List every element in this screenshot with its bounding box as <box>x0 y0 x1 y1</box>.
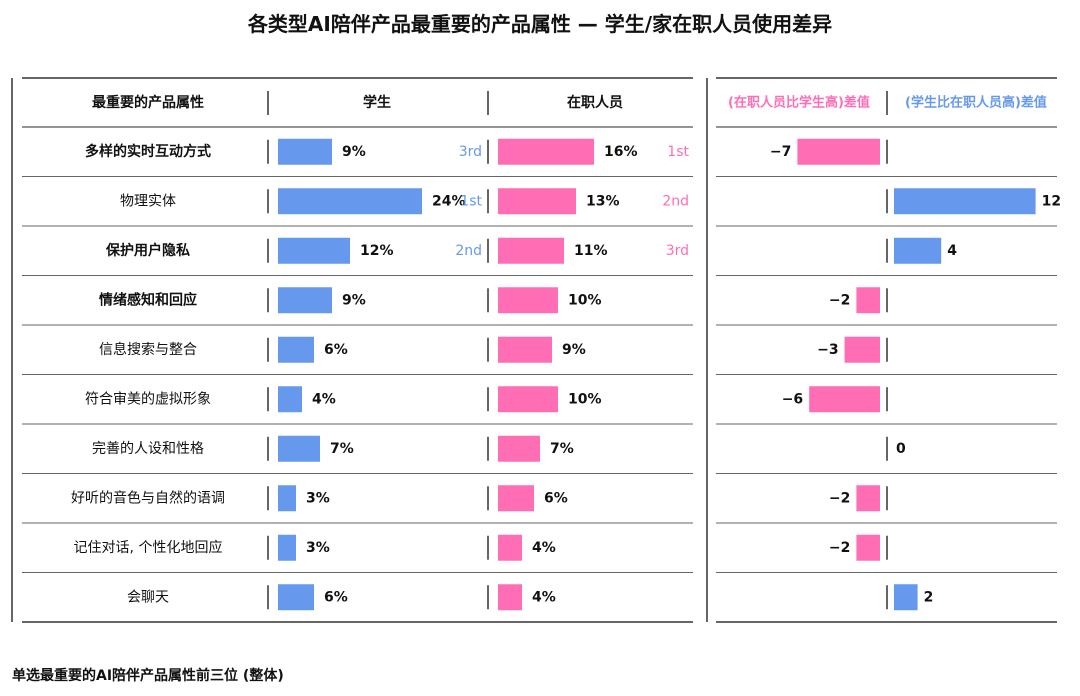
diff-bar-student-higher <box>894 584 918 611</box>
student-value-label: 6% <box>324 589 348 605</box>
attribute-label: 保护用户隐私 <box>105 242 190 259</box>
diff-value-label: 4 <box>947 243 957 259</box>
diff-value-label: −7 <box>770 144 791 160</box>
worker-value-label: 11% <box>574 243 608 259</box>
diff-value-label: −2 <box>829 540 850 556</box>
student-bar <box>278 237 350 264</box>
student-bar <box>278 485 296 512</box>
attribute-label: 会聊天 <box>127 589 169 605</box>
worker-bar <box>498 435 540 462</box>
header-diff-student-higher: (学生比在职人员高)差值 <box>905 95 1047 111</box>
worker-rank-label: 2nd <box>662 193 689 209</box>
diff-value-label: 12 <box>1042 193 1061 209</box>
worker-value-label: 16% <box>604 144 638 160</box>
worker-value-label: 7% <box>550 441 574 457</box>
student-rank-label: 2nd <box>455 243 482 259</box>
worker-value-label: 4% <box>532 589 556 605</box>
diff-value-label: 0 <box>896 441 906 457</box>
diff-value-label: −6 <box>782 391 803 407</box>
attribute-label: 符合审美的虚拟形象 <box>85 391 211 407</box>
footnote: 单选最重要的AI陪伴产品属性前三位 (整体) <box>12 668 284 684</box>
attribute-label: 记住对话, 个性化地回应 <box>74 539 223 556</box>
student-bar <box>278 386 302 413</box>
student-bar <box>278 584 314 611</box>
student-bar <box>278 287 332 314</box>
diff-bar-worker-higher <box>809 386 880 413</box>
diff-bar-worker-higher <box>856 534 880 561</box>
student-value-label: 9% <box>342 292 366 308</box>
worker-bar <box>498 386 558 413</box>
worker-bar <box>498 287 558 314</box>
worker-value-label: 10% <box>568 391 602 407</box>
attribute-label: 情绪感知和回应 <box>99 291 197 308</box>
attribute-label: 多样的实时互动方式 <box>85 143 211 160</box>
student-bar <box>278 138 332 165</box>
student-value-label: 24% <box>432 193 466 209</box>
worker-value-label: 10% <box>568 292 602 308</box>
diff-bar-worker-higher <box>797 138 880 165</box>
worker-value-label: 9% <box>562 342 586 358</box>
chart-title: 各类型AI陪伴产品最重要的产品属性 — 学生/家在职人员使用差异 <box>247 12 833 36</box>
diff-bar-student-higher <box>894 237 942 264</box>
worker-bar <box>498 188 576 215</box>
student-value-label: 4% <box>312 391 336 407</box>
student-value-label: 3% <box>306 540 330 556</box>
diff-value-label: 2 <box>924 589 934 605</box>
student-bar <box>278 336 314 363</box>
diff-bar-worker-higher <box>856 485 880 512</box>
header-attribute: 最重要的产品属性 <box>92 94 204 111</box>
diff-value-label: −3 <box>817 342 838 358</box>
student-bar <box>278 435 320 462</box>
student-value-label: 3% <box>306 490 330 506</box>
worker-rank-label: 3rd <box>666 243 689 259</box>
header-student: 学生 <box>363 94 391 111</box>
worker-bar <box>498 485 534 512</box>
student-value-label: 12% <box>360 243 394 259</box>
diff-bar-worker-higher <box>856 287 880 314</box>
worker-bar <box>498 237 564 264</box>
worker-value-label: 4% <box>532 540 556 556</box>
student-value-label: 7% <box>330 441 354 457</box>
attribute-label: 信息搜索与整合 <box>99 341 197 358</box>
worker-value-label: 6% <box>544 490 568 506</box>
worker-bar <box>498 138 594 165</box>
student-rank-label: 3rd <box>459 144 482 160</box>
attribute-label: 物理实体 <box>120 193 176 209</box>
student-bar <box>278 188 422 215</box>
worker-bar <box>498 534 522 561</box>
worker-bar <box>498 336 552 363</box>
student-value-label: 6% <box>324 342 348 358</box>
header-diff-worker-higher: (在职人员比学生高)差值 <box>728 95 870 111</box>
student-value-label: 9% <box>342 144 366 160</box>
diff-value-label: −2 <box>829 292 850 308</box>
worker-bar <box>498 584 522 611</box>
diff-bar-student-higher <box>894 188 1036 215</box>
attribute-label: 好听的音色与自然的语调 <box>71 489 225 506</box>
diff-value-label: −2 <box>829 490 850 506</box>
student-rank-label: 1st <box>460 193 482 209</box>
header-worker: 在职人员 <box>567 94 623 111</box>
diff-bar-worker-higher <box>844 336 880 363</box>
worker-rank-label: 1st <box>667 144 689 160</box>
attribute-label: 完善的人设和性格 <box>92 441 204 457</box>
student-bar <box>278 534 296 561</box>
worker-value-label: 13% <box>586 193 620 209</box>
